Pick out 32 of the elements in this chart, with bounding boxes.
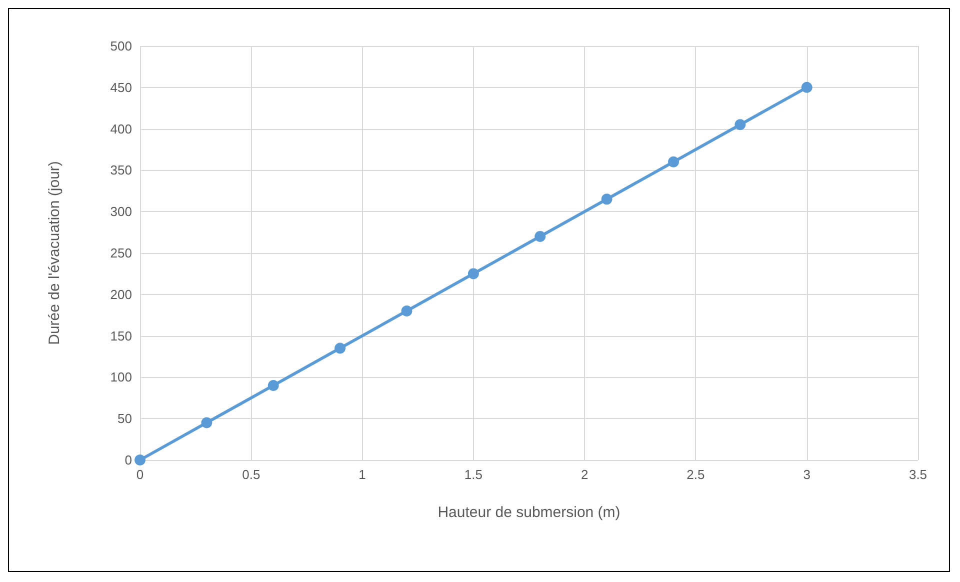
y-tick-label: 0 bbox=[124, 452, 132, 468]
x-tick-label: 1.5 bbox=[464, 467, 482, 482]
point bbox=[401, 305, 412, 316]
point bbox=[734, 119, 746, 130]
point bbox=[601, 194, 612, 205]
y-tick-label: 200 bbox=[110, 286, 132, 302]
y-tick-label: 50 bbox=[118, 411, 132, 426]
point bbox=[468, 268, 479, 280]
x-tick-label: 3 bbox=[803, 467, 810, 482]
y-tick-label: 400 bbox=[110, 121, 132, 136]
x-tick-label: 2.5 bbox=[686, 467, 705, 482]
y-tick-label: 300 bbox=[110, 204, 132, 220]
x-tick-label: 3.5 bbox=[908, 467, 928, 482]
y-tick-label: 450 bbox=[110, 80, 132, 95]
y-tick-label: 250 bbox=[110, 246, 132, 260]
y-tick-label: 500 bbox=[110, 38, 132, 54]
point bbox=[268, 380, 279, 391]
y-axis-title: Durée de l'évacuation (jour) bbox=[46, 161, 63, 345]
point bbox=[534, 230, 546, 242]
point bbox=[334, 342, 346, 354]
y-tick-label: 150 bbox=[110, 328, 132, 344]
x-tick-label: 1 bbox=[358, 467, 366, 482]
point bbox=[801, 82, 812, 93]
x-tick-label: 0.5 bbox=[242, 467, 260, 482]
y-tick-label: 350 bbox=[110, 162, 132, 178]
x-tick-label: 2 bbox=[580, 467, 588, 482]
point bbox=[201, 417, 212, 428]
point bbox=[668, 156, 679, 168]
x-tick-label: 0 bbox=[136, 467, 144, 482]
point bbox=[134, 454, 146, 466]
x-axis-title: Hauteur de submersion (m) bbox=[438, 504, 620, 521]
y-tick-label: 100 bbox=[110, 370, 132, 385]
